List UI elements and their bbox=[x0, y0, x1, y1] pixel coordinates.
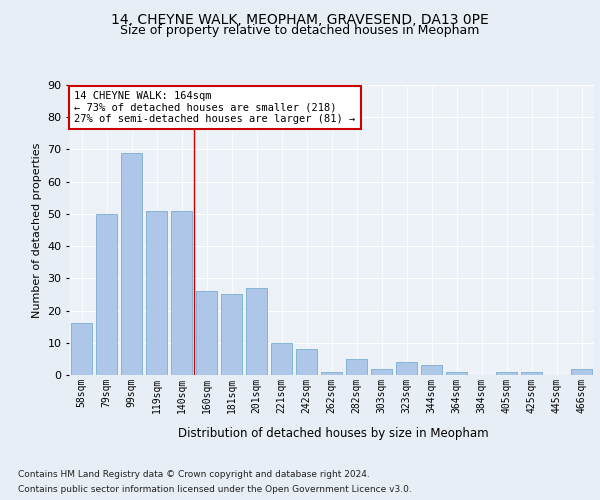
Text: 14, CHEYNE WALK, MEOPHAM, GRAVESEND, DA13 0PE: 14, CHEYNE WALK, MEOPHAM, GRAVESEND, DA1… bbox=[111, 12, 489, 26]
Text: Size of property relative to detached houses in Meopham: Size of property relative to detached ho… bbox=[121, 24, 479, 37]
Bar bbox=[146, 210, 167, 375]
Bar bbox=[196, 291, 217, 375]
Bar bbox=[121, 152, 142, 375]
Bar bbox=[321, 372, 342, 375]
Bar bbox=[171, 210, 192, 375]
Bar bbox=[496, 372, 517, 375]
Bar bbox=[396, 362, 417, 375]
Bar bbox=[221, 294, 242, 375]
Y-axis label: Number of detached properties: Number of detached properties bbox=[32, 142, 41, 318]
Bar bbox=[71, 324, 92, 375]
Bar bbox=[296, 349, 317, 375]
Text: Contains HM Land Registry data © Crown copyright and database right 2024.: Contains HM Land Registry data © Crown c… bbox=[18, 470, 370, 479]
Text: 14 CHEYNE WALK: 164sqm
← 73% of detached houses are smaller (218)
27% of semi-de: 14 CHEYNE WALK: 164sqm ← 73% of detached… bbox=[74, 91, 355, 124]
Bar bbox=[521, 372, 542, 375]
Bar bbox=[571, 368, 592, 375]
Bar bbox=[96, 214, 117, 375]
Bar bbox=[446, 372, 467, 375]
Bar bbox=[371, 368, 392, 375]
Bar bbox=[346, 359, 367, 375]
Bar bbox=[246, 288, 267, 375]
Text: Distribution of detached houses by size in Meopham: Distribution of detached houses by size … bbox=[178, 428, 488, 440]
Text: Contains public sector information licensed under the Open Government Licence v3: Contains public sector information licen… bbox=[18, 485, 412, 494]
Bar bbox=[271, 343, 292, 375]
Bar bbox=[421, 366, 442, 375]
